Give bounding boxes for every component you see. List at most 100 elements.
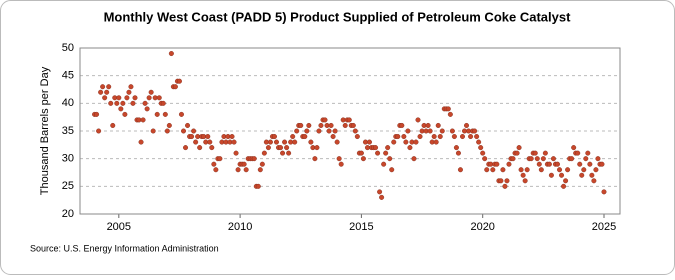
data-point	[94, 111, 100, 117]
data-point	[146, 95, 152, 101]
data-point	[381, 161, 387, 167]
data-point	[352, 128, 358, 134]
data-point	[405, 128, 411, 134]
data-point	[387, 156, 393, 162]
data-point	[589, 172, 595, 178]
data-point	[591, 178, 597, 184]
data-point	[267, 139, 273, 145]
y-axis-label: Thousand Barrels per Day	[39, 66, 51, 195]
data-point	[233, 150, 239, 156]
data-point	[478, 145, 484, 151]
data-point	[318, 122, 324, 128]
data-point	[241, 161, 247, 167]
data-point	[148, 89, 154, 95]
data-point	[435, 122, 441, 128]
data-point	[399, 122, 405, 128]
y-tick-label: 30	[62, 153, 74, 165]
data-point	[108, 100, 114, 106]
data-point	[548, 172, 554, 178]
data-point	[385, 145, 391, 151]
data-point	[407, 145, 413, 151]
data-point	[106, 84, 112, 90]
data-point	[474, 134, 480, 140]
data-point	[332, 128, 338, 134]
data-point	[176, 78, 182, 84]
data-point	[142, 100, 148, 106]
y-tick-label: 40	[62, 97, 74, 109]
source-note: Source: U.S. Energy Information Administ…	[30, 243, 219, 253]
data-point	[217, 156, 223, 162]
data-point	[557, 167, 563, 173]
data-point	[259, 161, 265, 167]
data-point	[581, 167, 587, 173]
data-point	[457, 167, 463, 173]
data-point	[437, 134, 443, 140]
data-point	[326, 128, 332, 134]
data-point	[197, 145, 203, 151]
data-point	[191, 128, 197, 134]
data-point	[336, 156, 342, 162]
data-point	[482, 156, 488, 162]
data-point	[431, 134, 437, 140]
data-point	[599, 161, 605, 167]
data-point	[172, 84, 178, 90]
data-point	[211, 161, 217, 167]
x-tick-label: 2010	[228, 221, 252, 233]
data-point	[453, 145, 459, 151]
data-point	[306, 122, 312, 128]
data-point	[516, 145, 522, 151]
data-point	[185, 122, 191, 128]
data-point	[312, 156, 318, 162]
data-point	[284, 145, 290, 151]
data-point	[540, 156, 546, 162]
data-point	[524, 167, 530, 173]
data-point	[316, 128, 322, 134]
data-point	[561, 183, 567, 189]
x-tick-label: 2020	[470, 221, 494, 233]
data-point	[229, 134, 235, 140]
data-point	[379, 194, 385, 200]
data-point	[518, 167, 524, 173]
data-point	[506, 161, 512, 167]
data-point	[425, 122, 431, 128]
data-point	[110, 122, 116, 128]
data-point	[520, 172, 526, 178]
plot-area	[79, 47, 621, 215]
data-point	[126, 89, 132, 95]
data-point	[271, 134, 277, 140]
data-point	[550, 156, 556, 162]
data-point	[261, 150, 267, 156]
data-point	[118, 106, 124, 112]
chart-title: Monthly West Coast (PADD 5) Product Supp…	[104, 9, 572, 24]
data-point	[334, 139, 340, 145]
data-point	[265, 145, 271, 151]
data-point	[243, 167, 249, 173]
y-tick-label: 50	[62, 42, 74, 54]
data-point	[449, 128, 455, 134]
data-point	[585, 150, 591, 156]
data-point	[455, 150, 461, 156]
data-point	[308, 139, 314, 145]
data-point	[575, 150, 581, 156]
data-point	[354, 134, 360, 140]
data-point	[528, 156, 534, 162]
data-point	[140, 117, 146, 123]
data-point	[411, 156, 417, 162]
data-point	[132, 95, 138, 101]
data-point	[154, 111, 160, 117]
data-point	[338, 161, 344, 167]
data-point	[542, 150, 548, 156]
data-point	[546, 161, 552, 167]
data-point	[130, 100, 136, 106]
data-point	[577, 161, 583, 167]
data-point	[144, 106, 150, 112]
data-point	[231, 139, 237, 145]
data-point	[447, 111, 453, 117]
data-point	[116, 95, 122, 101]
data-point	[178, 111, 184, 117]
data-point	[569, 156, 575, 162]
y-tick-label: 20	[62, 208, 74, 220]
data-point	[290, 134, 296, 140]
data-point	[298, 122, 304, 128]
